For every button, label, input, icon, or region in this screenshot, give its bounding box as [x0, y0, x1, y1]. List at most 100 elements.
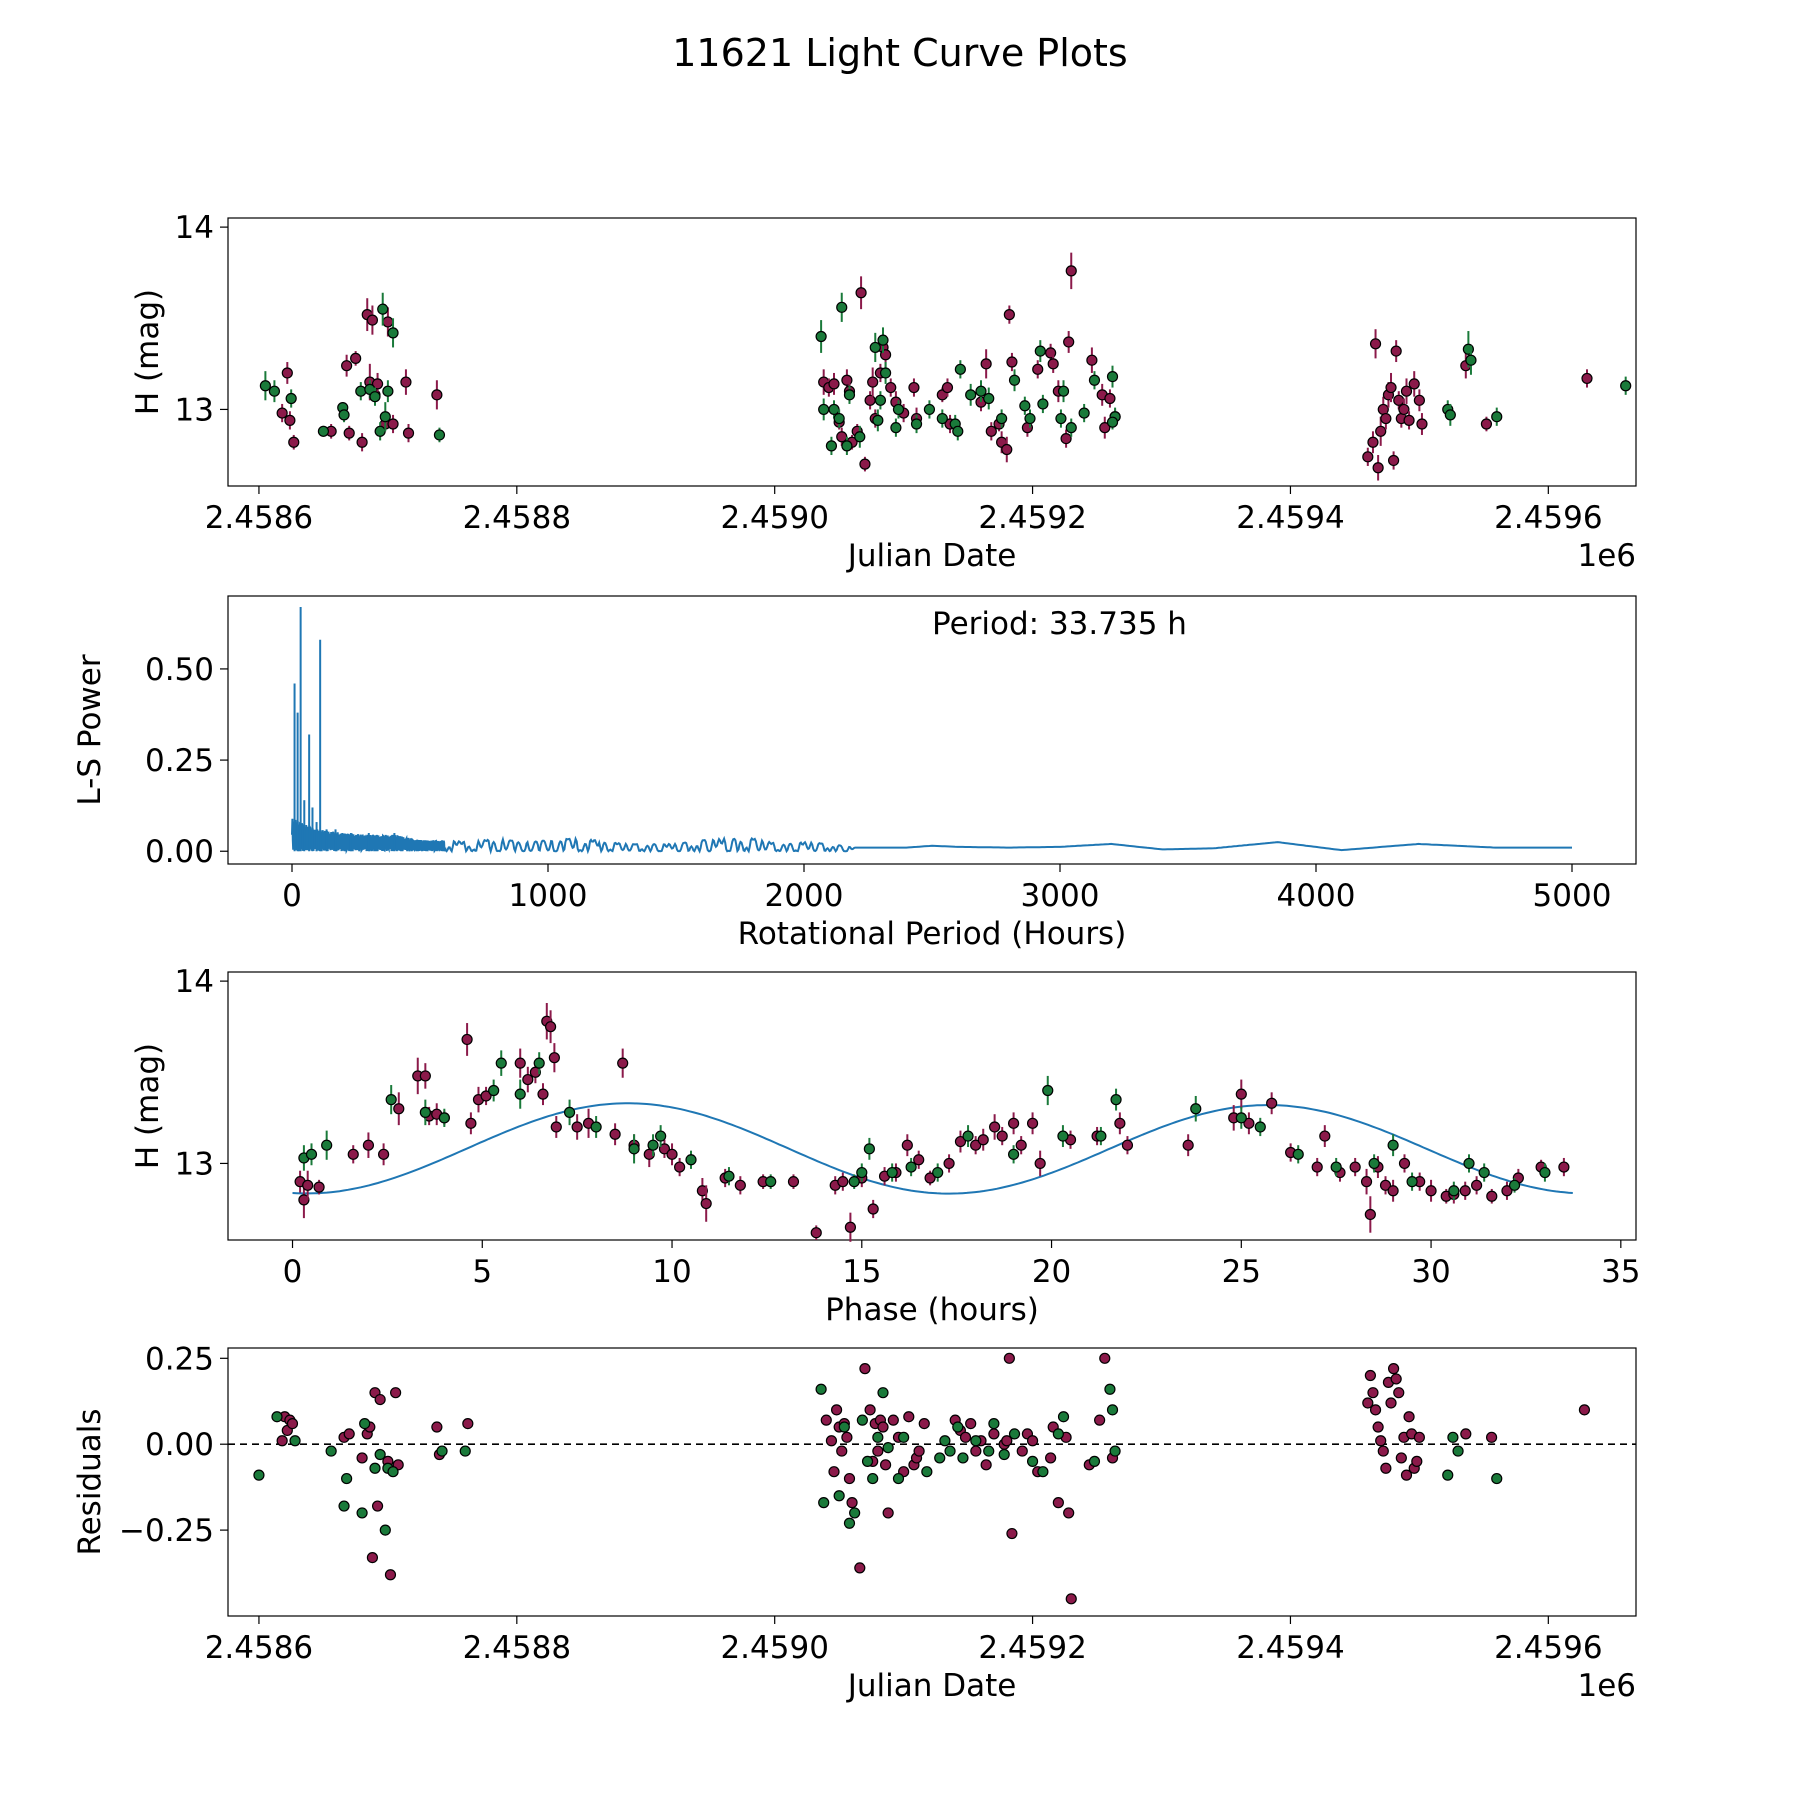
- x-tick-label: 2.4588: [463, 1630, 571, 1666]
- green-point: [1057, 385, 1070, 397]
- y-tick-label: 14: [175, 210, 214, 246]
- green-point: [1109, 1445, 1121, 1457]
- y-tick-label: 13: [175, 392, 214, 428]
- green-point: [1447, 1431, 1459, 1443]
- red-point: [1007, 1117, 1020, 1129]
- red-point: [1385, 1397, 1397, 1409]
- green-point: [1095, 1130, 1107, 1142]
- axis-offset-label: 1e6: [1577, 538, 1636, 574]
- red-point: [1243, 1117, 1255, 1129]
- red-point: [1413, 394, 1425, 406]
- red-point: [1063, 336, 1075, 348]
- y-axis-label: L-S Power: [72, 654, 108, 805]
- red-point: [431, 389, 443, 401]
- x-axis-label: Rotational Period (Hours): [738, 916, 1127, 952]
- red-point: [1387, 454, 1400, 467]
- red-point: [1364, 1369, 1376, 1382]
- periodogram-panel: 0 1000 2000 3000 4000 5000 0.00 0.25 0.50 Rotatio…: [72, 595, 1637, 952]
- green-point: [892, 1472, 905, 1485]
- plot-frame: [227, 217, 1637, 487]
- red-point: [1425, 1185, 1437, 1197]
- red-point: [350, 352, 362, 364]
- y-tick-label: 14: [175, 964, 214, 1000]
- green-point: [869, 341, 881, 354]
- green-point: [939, 1435, 951, 1447]
- green-point: [385, 1094, 397, 1106]
- green-point: [1008, 1428, 1021, 1440]
- green-point: [1478, 1166, 1490, 1179]
- green-point: [838, 1421, 850, 1433]
- red-point: [1047, 358, 1059, 370]
- green-point: [825, 440, 838, 452]
- plot-frame: [227, 971, 1637, 1241]
- red-point: [885, 381, 897, 394]
- green-point: [856, 1166, 868, 1179]
- green-point: [1508, 1179, 1521, 1191]
- green-point: [954, 363, 966, 375]
- green-point: [843, 1517, 856, 1529]
- green-point: [488, 1084, 500, 1097]
- green-point: [818, 1497, 830, 1509]
- red-point: [666, 1148, 678, 1160]
- green-point: [872, 414, 884, 426]
- red-point: [400, 376, 412, 388]
- red-point: [734, 1179, 746, 1191]
- red-point: [828, 378, 840, 390]
- red-point: [378, 1148, 390, 1160]
- red-point: [343, 427, 355, 439]
- red-point: [371, 1500, 384, 1512]
- green-point: [952, 425, 964, 437]
- green-point: [533, 1057, 545, 1069]
- red-point: [1581, 372, 1593, 385]
- x-tick-label: 2.4594: [1236, 1630, 1344, 1666]
- green-point: [1042, 1084, 1054, 1097]
- green-point: [1065, 422, 1077, 434]
- green-point: [436, 1445, 448, 1457]
- red-point: [284, 414, 296, 426]
- green-point: [338, 1500, 350, 1512]
- green-point: [841, 440, 853, 452]
- red-point: [465, 1117, 477, 1129]
- red-point: [544, 1021, 557, 1033]
- red-point: [374, 1393, 386, 1406]
- red-point: [366, 314, 379, 326]
- green-point: [377, 303, 389, 315]
- green-point: [1057, 1411, 1070, 1423]
- green-point: [898, 1431, 910, 1443]
- y-tick-label: 0.25: [145, 1341, 214, 1377]
- red-point: [1486, 1190, 1498, 1202]
- green-point: [289, 1435, 301, 1447]
- red-point: [989, 1121, 1001, 1133]
- x-tick-label: 5000: [1533, 878, 1612, 914]
- red-point: [393, 1103, 405, 1115]
- red-point: [1398, 403, 1410, 416]
- red-point: [1016, 1445, 1028, 1457]
- red-point: [959, 1431, 972, 1443]
- green-point: [1110, 1094, 1122, 1106]
- green-point: [1368, 1157, 1380, 1170]
- green-point: [863, 1143, 875, 1155]
- red-point: [1367, 436, 1379, 448]
- red-point: [1364, 1208, 1376, 1221]
- red-point: [844, 1221, 857, 1233]
- green-point: [1026, 1455, 1039, 1467]
- red-point: [1006, 356, 1018, 368]
- red-point: [276, 1435, 288, 1447]
- green-point: [723, 1170, 735, 1182]
- red-point: [1369, 338, 1382, 350]
- green-point: [849, 1507, 861, 1519]
- y-tick-label: −0.25: [119, 1513, 214, 1549]
- green-point: [965, 389, 977, 401]
- red-point: [1400, 385, 1413, 397]
- y-axis-label: H (mag): [130, 1043, 166, 1169]
- green-point: [1491, 1472, 1503, 1485]
- red-point: [985, 425, 997, 437]
- green-point: [957, 1452, 969, 1464]
- red-point: [1390, 1373, 1402, 1385]
- red-point: [609, 1128, 621, 1140]
- x-tick-label: 2.4596: [1494, 500, 1602, 536]
- x-tick-label: 2.4586: [205, 500, 313, 536]
- green-point: [815, 1383, 827, 1395]
- red-point: [996, 1130, 1008, 1142]
- red-point: [1311, 1161, 1323, 1173]
